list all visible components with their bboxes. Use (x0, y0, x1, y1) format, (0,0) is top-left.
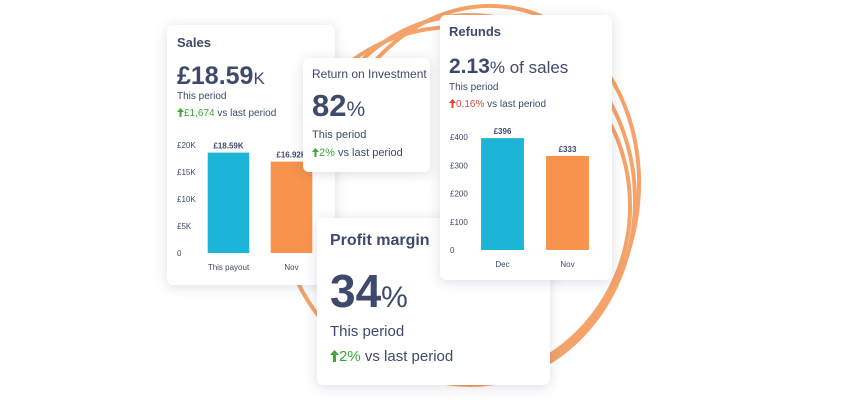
bar (270, 161, 313, 253)
headline-unit: % (346, 98, 366, 121)
bar (207, 152, 250, 253)
card-title: Sales (177, 35, 211, 50)
change-text: vs last period (487, 99, 547, 110)
card-title: Refunds (449, 24, 501, 39)
change-text: vs last period (364, 348, 454, 365)
bar-chart: 0 £100 £200 £300 £400 £396 Dec £333 Nov (450, 127, 589, 269)
change-text: vs last period (337, 147, 403, 159)
card-title: Return on Investment (312, 67, 427, 81)
y-tick-label: £300 (450, 161, 468, 170)
x-tick-label: Dec (495, 260, 509, 269)
y-tick-label: £15K (177, 168, 196, 177)
headline-unit: % of sales (489, 58, 569, 77)
headline: 2.13% of sales (449, 55, 568, 79)
y-tick-label: 0 (177, 249, 182, 258)
value-label: £18.59K (213, 142, 243, 151)
change-value: 2% (319, 147, 335, 159)
up-arrow (330, 350, 339, 362)
change-value: 0.16% (456, 99, 485, 110)
headline-value: 2.13 (449, 55, 490, 78)
period: This period (177, 91, 227, 102)
change-text: vs last period (217, 108, 277, 119)
bar (481, 138, 524, 250)
headline: £18.59K (177, 62, 265, 91)
change: £1,674 vs last period (177, 108, 276, 119)
up-arrow (177, 108, 184, 117)
roi-card: Return on Investment 82% This period 2% … (303, 58, 430, 172)
headline-unit: K (253, 69, 265, 88)
y-tick-label: £400 (450, 133, 468, 142)
headline-value: £18.59 (177, 62, 254, 90)
y-tick-label: £10K (177, 195, 196, 204)
bar (546, 155, 589, 250)
card-title: Profit margin (330, 232, 430, 249)
headline-value: 34 (330, 265, 382, 317)
value-label: £333 (559, 145, 577, 154)
y-tick-label: £100 (450, 218, 468, 227)
headline-value: 82 (312, 88, 347, 123)
up-arrow (449, 99, 456, 108)
y-tick-label: £20K (177, 141, 196, 150)
change-value: £1,674 (184, 108, 215, 119)
up-arrow (312, 148, 319, 157)
value-label: £16.92K (276, 151, 306, 160)
change: 2% vs last period (312, 147, 403, 159)
y-tick-label: £200 (450, 190, 468, 199)
change: 0.16% vs last period (449, 99, 546, 110)
x-tick-label: Nov (284, 263, 298, 272)
refunds-card: Refunds 2.13% of sales This period 0.16%… (440, 15, 612, 280)
x-tick-label: Nov (560, 260, 574, 269)
period: This period (312, 129, 367, 141)
headline: 82% (312, 88, 365, 124)
headline: 34% (330, 264, 408, 318)
change: 2% vs last period (330, 348, 453, 365)
period: This period (330, 323, 405, 340)
bar-chart: 0 £5K £10K £15K £20K £18.59K This payout £16.92… (177, 141, 313, 272)
change-value: 2% (339, 348, 361, 365)
period: This period (449, 82, 499, 93)
y-tick-label: £5K (177, 222, 192, 231)
x-tick-label: This payout (208, 263, 250, 272)
value-label: £396 (494, 127, 512, 136)
y-tick-label: 0 (450, 246, 455, 255)
headline-unit: % (381, 281, 408, 314)
